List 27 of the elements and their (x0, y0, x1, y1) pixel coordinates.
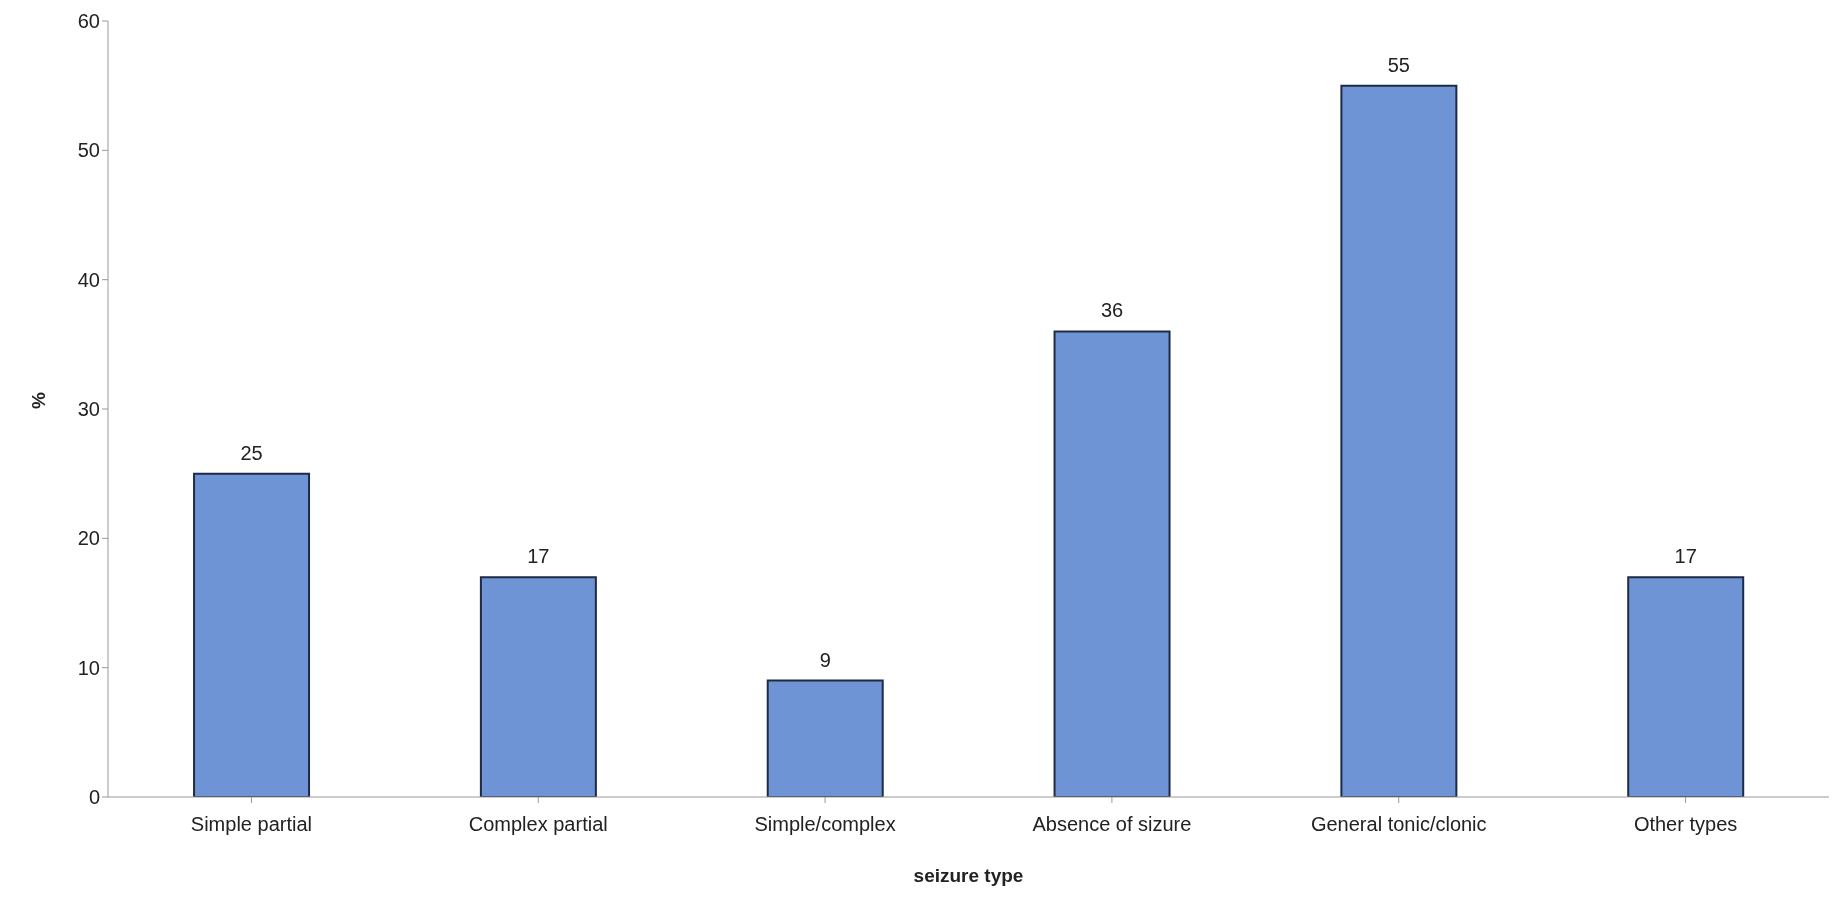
bar (479, 576, 597, 797)
x-tick-label: Complex partial (468, 813, 608, 836)
y-tick-label: 20 (77, 527, 100, 550)
y-tick-label: 30 (77, 398, 100, 421)
y-tick-label: 0 (88, 786, 100, 809)
bar (1053, 330, 1171, 797)
y-tick-label: 60 (77, 10, 100, 33)
y-axis-title: % (27, 392, 49, 409)
bar (1627, 576, 1745, 797)
data-label: 9 (819, 648, 831, 671)
data-label: 17 (1674, 545, 1697, 568)
x-tick-label: Simple partial (190, 813, 312, 836)
y-tick-label: 10 (77, 656, 100, 679)
y-tick-label: 40 (77, 268, 100, 291)
x-tick-label: Other types (1633, 813, 1738, 836)
data-label: 25 (240, 441, 263, 464)
x-tick-label: Simple/complex (754, 813, 896, 836)
bar (193, 472, 311, 797)
data-label: 55 (1387, 53, 1411, 76)
bar (1340, 84, 1458, 797)
data-label: 17 (527, 545, 550, 568)
data-label: 36 (1100, 299, 1124, 322)
x-tick-label: Absence of sizure (1032, 813, 1192, 836)
x-axis-title: seizure type (913, 865, 1024, 886)
y-tick-label: 50 (77, 139, 100, 162)
bar (766, 679, 884, 797)
x-tick-label: General tonic/clonic (1310, 813, 1487, 836)
